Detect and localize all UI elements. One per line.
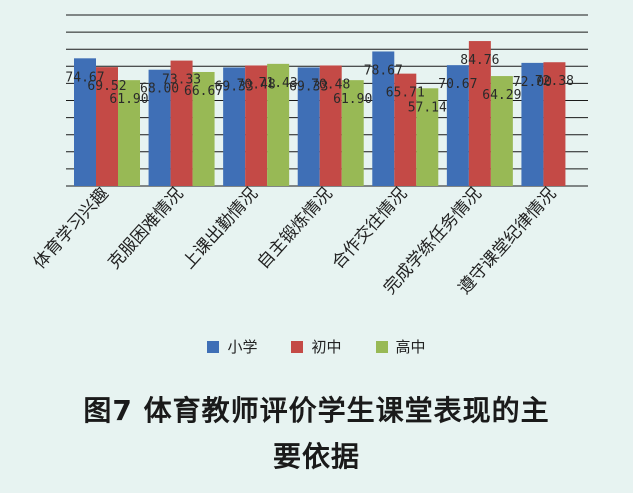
data-label-3-1: 70.48 (311, 77, 350, 92)
data-label-0-1: 69.52 (87, 79, 126, 94)
category-label-2: 上课出勤情况 (179, 184, 262, 273)
bars (74, 41, 566, 187)
bar-5-2 (490, 76, 513, 186)
legend-label-high: 高中 (395, 338, 426, 356)
data-label-6-0: 72.00 (513, 75, 552, 90)
bar-2-0 (223, 67, 246, 186)
legend-item-high: 高中 (375, 336, 426, 357)
data-label-1-0: 68.00 (140, 82, 179, 97)
legend-swatch-middle (291, 340, 304, 353)
data-label-5-2: 64.29 (482, 88, 521, 103)
legend-item-primary: 小学 (207, 336, 257, 357)
data-label-5-1: 84.76 (460, 53, 499, 68)
bar-1-0 (148, 69, 171, 186)
figure-caption-line1: 图7 体育教师评价学生课堂表现的主 (83, 394, 550, 427)
category-tick-labels: 体育学习兴趣克服困难情况上课出勤情况自主锻炼情况合作交往情况完成学练任务情况遵守… (30, 184, 561, 298)
bar-chart: 74.6769.5261.9068.0073.3366.6769.3370.48… (30, 14, 588, 298)
bar-0-0 (74, 58, 96, 186)
data-label-1-2: 66.67 (184, 84, 223, 99)
data-labels: 74.6769.5261.9068.0073.3366.6769.3370.48… (65, 53, 574, 115)
data-label-0-2: 61.90 (109, 92, 148, 107)
data-label-5-0: 70.67 (438, 77, 477, 92)
bar-6-1 (543, 62, 566, 186)
bar-3-2 (341, 80, 364, 186)
legend-swatch-primary (207, 340, 220, 353)
data-label-3-0: 69.33 (289, 79, 328, 94)
bar-2-2 (267, 63, 290, 186)
category-label-0: 体育学习兴趣 (30, 184, 113, 273)
bar-3-1 (319, 65, 342, 186)
bar-0-2 (118, 80, 140, 186)
category-label-1: 克服困难情况 (104, 184, 187, 273)
data-label-0-0: 74.67 (65, 70, 104, 85)
data-label-2-2: 71.43 (259, 76, 298, 91)
bar-4-0 (372, 51, 395, 186)
legend: 小学 初中 高中 (0, 336, 633, 357)
data-label-2-0: 69.33 (215, 79, 254, 94)
data-label-3-2: 61.90 (333, 92, 372, 107)
figure-caption-line2: 要依据 (272, 440, 360, 473)
legend-item-middle: 初中 (291, 336, 342, 357)
category-label-3: 自主锻炼情况 (254, 184, 337, 273)
legend-label-middle: 初中 (311, 338, 342, 356)
data-label-2-1: 70.48 (237, 77, 276, 92)
data-label-4-2: 57.14 (408, 100, 447, 115)
data-label-4-0: 78.67 (364, 63, 403, 78)
bar-1-2 (192, 71, 215, 186)
bar-3-0 (297, 67, 320, 186)
data-label-4-1: 65.71 (386, 86, 425, 101)
bar-1-1 (170, 60, 193, 187)
bar-4-1 (394, 73, 417, 186)
bar-4-2 (416, 88, 439, 186)
legend-swatch-high (375, 340, 388, 353)
data-label-6-1: 72.38 (535, 74, 574, 89)
category-label-4: 合作交往情况 (328, 184, 411, 273)
bar-5-0 (446, 65, 469, 186)
bar-2-1 (245, 65, 268, 186)
bar-0-1 (96, 67, 118, 186)
bar-6-0 (521, 62, 544, 186)
bar-5-1 (468, 41, 491, 187)
data-label-1-1: 73.33 (162, 73, 201, 88)
figure-caption: 图7 体育教师评价学生课堂表现的主 要依据 (0, 388, 633, 480)
legend-label-primary: 小学 (227, 338, 258, 356)
